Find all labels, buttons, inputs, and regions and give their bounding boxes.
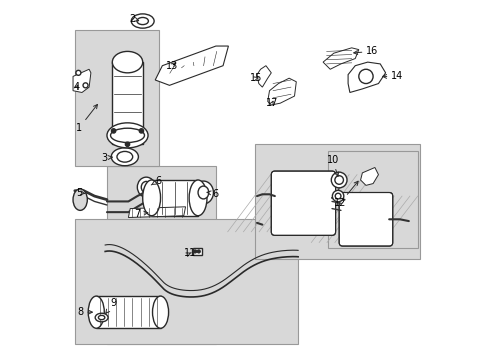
- Ellipse shape: [331, 172, 346, 188]
- Ellipse shape: [73, 189, 87, 210]
- Ellipse shape: [83, 83, 88, 88]
- Bar: [255, 144, 419, 258]
- Ellipse shape: [111, 148, 138, 166]
- Ellipse shape: [137, 177, 155, 197]
- Ellipse shape: [142, 180, 160, 216]
- Polygon shape: [73, 69, 91, 93]
- FancyBboxPatch shape: [339, 193, 392, 246]
- Text: 14: 14: [382, 71, 403, 81]
- Polygon shape: [347, 62, 385, 93]
- Text: 16: 16: [353, 46, 377, 57]
- Text: 1: 1: [76, 104, 97, 133]
- Bar: [75, 30, 159, 166]
- Ellipse shape: [95, 313, 108, 322]
- Ellipse shape: [335, 193, 340, 199]
- Bar: [192, 248, 201, 255]
- Text: 17: 17: [265, 98, 278, 108]
- Ellipse shape: [117, 152, 132, 162]
- Text: 9: 9: [105, 298, 117, 314]
- Text: 15: 15: [249, 73, 262, 83]
- Ellipse shape: [358, 69, 372, 84]
- Ellipse shape: [131, 14, 154, 28]
- Bar: [75, 219, 298, 344]
- Text: 12: 12: [333, 181, 357, 208]
- Polygon shape: [155, 46, 228, 85]
- Ellipse shape: [98, 315, 104, 320]
- Text: 6: 6: [151, 176, 161, 186]
- Ellipse shape: [193, 250, 196, 253]
- Polygon shape: [360, 167, 378, 185]
- Ellipse shape: [141, 181, 151, 193]
- Text: 8: 8: [78, 307, 92, 317]
- Ellipse shape: [152, 296, 168, 328]
- Text: 13: 13: [165, 61, 178, 71]
- Text: 3: 3: [102, 153, 112, 163]
- Ellipse shape: [125, 142, 129, 147]
- Bar: [112, 62, 142, 144]
- Ellipse shape: [197, 250, 200, 253]
- Text: 10: 10: [326, 156, 338, 176]
- Ellipse shape: [88, 296, 104, 328]
- Text: 7: 7: [134, 209, 147, 219]
- Ellipse shape: [107, 123, 148, 148]
- Ellipse shape: [193, 181, 213, 204]
- Ellipse shape: [111, 129, 116, 133]
- Text: 2: 2: [129, 14, 139, 23]
- Ellipse shape: [139, 129, 143, 133]
- Bar: [328, 152, 417, 248]
- Ellipse shape: [189, 180, 206, 216]
- Ellipse shape: [198, 186, 208, 199]
- Text: 4: 4: [74, 82, 80, 92]
- Bar: [107, 166, 216, 344]
- Ellipse shape: [332, 190, 343, 202]
- Text: 5: 5: [76, 188, 85, 198]
- Text: 11: 11: [183, 248, 196, 258]
- Ellipse shape: [137, 18, 148, 24]
- Bar: [96, 296, 160, 328]
- Polygon shape: [128, 207, 185, 217]
- Ellipse shape: [76, 70, 81, 75]
- Ellipse shape: [334, 176, 343, 184]
- Text: 6: 6: [206, 189, 218, 199]
- Ellipse shape: [110, 128, 144, 143]
- Polygon shape: [257, 66, 271, 87]
- Polygon shape: [323, 48, 358, 69]
- Ellipse shape: [112, 51, 142, 73]
- Polygon shape: [267, 78, 296, 105]
- FancyBboxPatch shape: [271, 171, 335, 235]
- Bar: [151, 180, 198, 216]
